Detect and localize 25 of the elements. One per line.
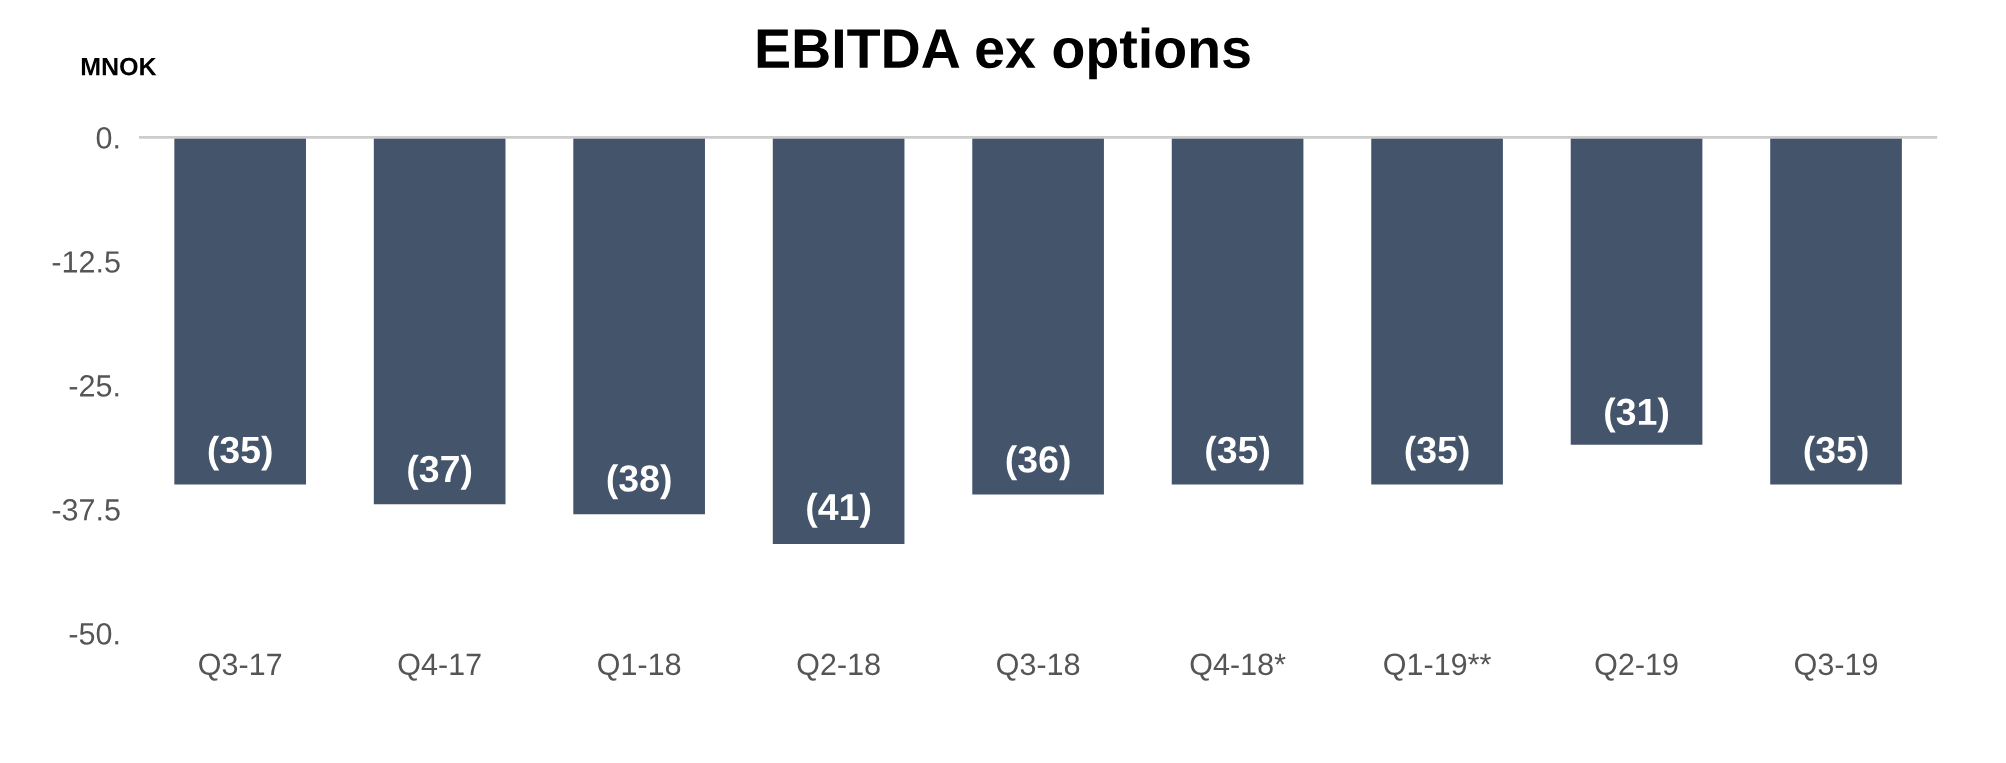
x-tick-label: Q4-17 bbox=[398, 653, 481, 681]
data-label: (41) bbox=[807, 492, 871, 528]
y-tick-label: -12.5 bbox=[52, 251, 120, 273]
x-tick-label: Q3-17 bbox=[199, 653, 282, 681]
data-label: (35) bbox=[1405, 435, 1469, 471]
data-label: (35) bbox=[1206, 435, 1270, 471]
x-tick-label: Q3-19 bbox=[1795, 653, 1878, 681]
data-label: (38) bbox=[607, 464, 671, 500]
data-label: (36) bbox=[1006, 445, 1070, 481]
chart-title: EBITDA ex options bbox=[757, 27, 1250, 80]
x-tick-label: Q2-18 bbox=[797, 653, 880, 681]
data-label: (35) bbox=[208, 435, 272, 471]
y-tick-label: -25. bbox=[69, 375, 119, 397]
x-tick-label: Q1-19** bbox=[1384, 653, 1491, 681]
x-tick-label: Q2-19 bbox=[1595, 653, 1678, 681]
y-tick-label: -37.5 bbox=[52, 499, 120, 521]
x-tick-label: Q1-18 bbox=[598, 653, 681, 681]
y-tick-label: -50. bbox=[69, 623, 119, 645]
y-axis-title: MNOK bbox=[81, 57, 157, 76]
data-label: (35) bbox=[1804, 435, 1868, 471]
x-tick-label: Q3-18 bbox=[997, 653, 1080, 681]
y-tick-label: 0. bbox=[96, 127, 119, 149]
x-tick-label: Q4-18* bbox=[1190, 653, 1286, 681]
data-label: (31) bbox=[1605, 397, 1669, 433]
data-label: (37) bbox=[408, 454, 472, 490]
